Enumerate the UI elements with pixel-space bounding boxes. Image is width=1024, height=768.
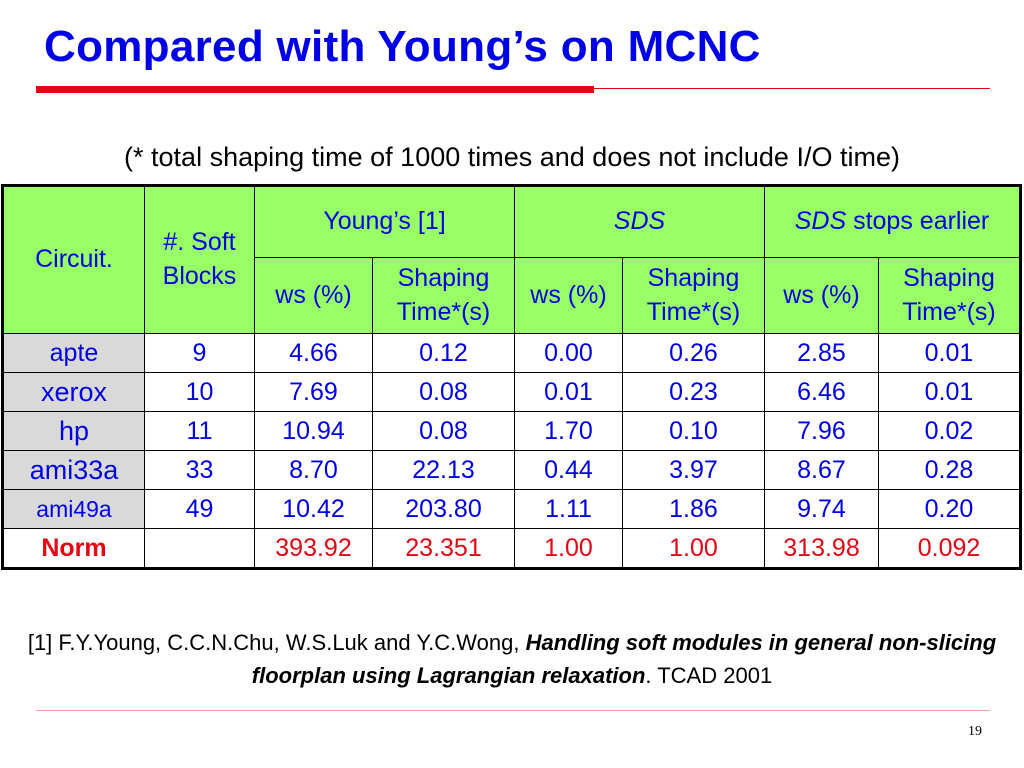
- table-header-row: Circuit. #. Soft Blocks Young’s [1] SDS …: [2, 185, 1021, 334]
- subheader-early-time-line2: Time*(s): [902, 297, 996, 326]
- young-shaping-time: 0.08: [372, 372, 515, 412]
- circuit-name: ami33a: [2, 450, 145, 490]
- slide-title: Compared with Young’s on MCNC: [44, 22, 761, 71]
- young-ws: 7.69: [254, 372, 373, 412]
- subheader-young-time-line2: Time*(s): [396, 297, 491, 326]
- header-circuit: Circuit.: [2, 185, 145, 334]
- young-shaping-time: 22.13: [372, 450, 515, 490]
- sds-ws: 0.00: [514, 333, 623, 373]
- soft-blocks: 33: [144, 450, 255, 490]
- circuit-name: xerox: [2, 372, 145, 412]
- sds-ws: 0.44: [514, 450, 623, 490]
- young-ws: 10.42: [254, 489, 373, 529]
- circuit-name: ami49a: [2, 489, 145, 529]
- young-ws: 10.94: [254, 411, 373, 451]
- table-subheader-row: ws (%) Shaping Time*(s) ws (%) Shaping Tim…: [2, 257, 1021, 334]
- sds-shaping-time: 0.26: [622, 333, 765, 373]
- soft-blocks: 10: [144, 372, 255, 412]
- table-row: xerox 10 7.69 0.08 0.01 0.23 6.46 0.01: [2, 372, 1021, 412]
- sds-shaping-time: 3.97: [622, 450, 765, 490]
- reference-prefix: [1] F.Y.Young, C.C.N.Chu, W.S.Luk and Y.…: [27, 630, 526, 655]
- subheader-early-time-line1: Shaping: [903, 263, 995, 292]
- sds-early-ws: 9.74: [764, 489, 879, 529]
- title-underline-line: [594, 88, 990, 89]
- table-row-norm: Norm 393.92 23.351 1.00 1.00 313.98 0.09…: [2, 528, 1021, 569]
- circuit-name: apte: [2, 333, 145, 373]
- subheader-young-ws: ws (%): [254, 257, 373, 334]
- soft-blocks: 9: [144, 333, 255, 373]
- young-ws: 8.70: [254, 450, 373, 490]
- page-number: 19: [968, 724, 982, 739]
- soft-blocks: 49: [144, 489, 255, 529]
- sds-shaping-time: 1.00: [622, 528, 765, 569]
- table-row: ami33a 33 8.70 22.13 0.44 3.97 8.67 0.28: [2, 450, 1021, 490]
- subheader-sds-ws: ws (%): [514, 257, 623, 334]
- reference-citation: [1] F.Y.Young, C.C.N.Chu, W.S.Luk and Y.…: [0, 626, 1024, 692]
- young-shaping-time: 203.80: [372, 489, 515, 529]
- sds-early-ws: 313.98: [764, 528, 879, 569]
- sds-shaping-time: 0.23: [622, 372, 765, 412]
- soft-blocks: [144, 528, 255, 569]
- table-note: (* total shaping time of 1000 times and …: [124, 142, 900, 172]
- sds-shaping-time: 1.86: [622, 489, 765, 529]
- sds-ws: 1.11: [514, 489, 623, 529]
- sds-early-shaping-time: 0.092: [878, 528, 1021, 569]
- circuit-name: hp: [2, 411, 145, 451]
- header-sds-early-rest: stops earlier: [846, 207, 990, 236]
- subheader-early-ws: ws (%): [764, 257, 879, 334]
- header-sds-early-italic: SDS: [794, 207, 847, 236]
- sds-ws: 1.70: [514, 411, 623, 451]
- footer-divider: [36, 710, 990, 711]
- header-sds-stops-earlier: SDS stops earlier: [764, 185, 1021, 258]
- sds-ws: 1.00: [514, 528, 623, 569]
- sds-early-shaping-time: 0.20: [878, 489, 1021, 529]
- header-young: Young’s [1]: [254, 185, 515, 258]
- subheader-sds-time-line1: Shaping: [647, 263, 740, 292]
- subheader-sds-time-line2: Time*(s): [646, 297, 741, 326]
- sds-early-shaping-time: 0.28: [878, 450, 1021, 490]
- title-underline-bar: [36, 86, 594, 93]
- reference-paper-title: Handling soft modules in general non-sli…: [251, 630, 997, 688]
- young-ws: 4.66: [254, 333, 373, 373]
- circuit-name: Norm: [2, 528, 145, 569]
- comparison-table: Circuit. #. Soft Blocks Young’s [1] SDS …: [1, 184, 1022, 570]
- table-row: apte 9 4.66 0.12 0.00 0.26 2.85 0.01: [2, 333, 1021, 373]
- subheader-young-time: Shaping Time*(s): [372, 257, 515, 334]
- reference-suffix: . TCAD 2001: [645, 663, 773, 688]
- subheader-sds-time: Shaping Time*(s): [622, 257, 765, 334]
- header-soft-blocks-line2: Blocks: [162, 262, 237, 290]
- soft-blocks: 11: [144, 411, 255, 451]
- subheader-early-time: Shaping Time*(s): [878, 257, 1021, 334]
- sds-shaping-time: 0.10: [622, 411, 765, 451]
- sds-early-shaping-time: 0.02: [878, 411, 1021, 451]
- header-sds-label: SDS: [613, 207, 666, 236]
- sds-early-ws: 8.67: [764, 450, 879, 490]
- sds-ws: 0.01: [514, 372, 623, 412]
- header-sds: SDS: [514, 185, 765, 258]
- young-shaping-time: 0.08: [372, 411, 515, 451]
- table-row: ami49a 49 10.42 203.80 1.11 1.86 9.74 0.…: [2, 489, 1021, 529]
- sds-early-shaping-time: 0.01: [878, 372, 1021, 412]
- sds-early-shaping-time: 0.01: [878, 333, 1021, 373]
- header-soft-blocks-line1: #. Soft: [163, 228, 236, 257]
- sds-early-ws: 7.96: [764, 411, 879, 451]
- young-ws: 393.92: [254, 528, 373, 569]
- table-row: hp 11 10.94 0.08 1.70 0.10 7.96 0.02: [2, 411, 1021, 451]
- young-shaping-time: 0.12: [372, 333, 515, 373]
- subheader-young-time-line1: Shaping: [397, 263, 490, 292]
- sds-early-ws: 6.46: [764, 372, 879, 412]
- header-soft-blocks: #. Soft Blocks: [144, 185, 255, 334]
- sds-early-ws: 2.85: [764, 333, 879, 373]
- young-shaping-time: 23.351: [372, 528, 515, 569]
